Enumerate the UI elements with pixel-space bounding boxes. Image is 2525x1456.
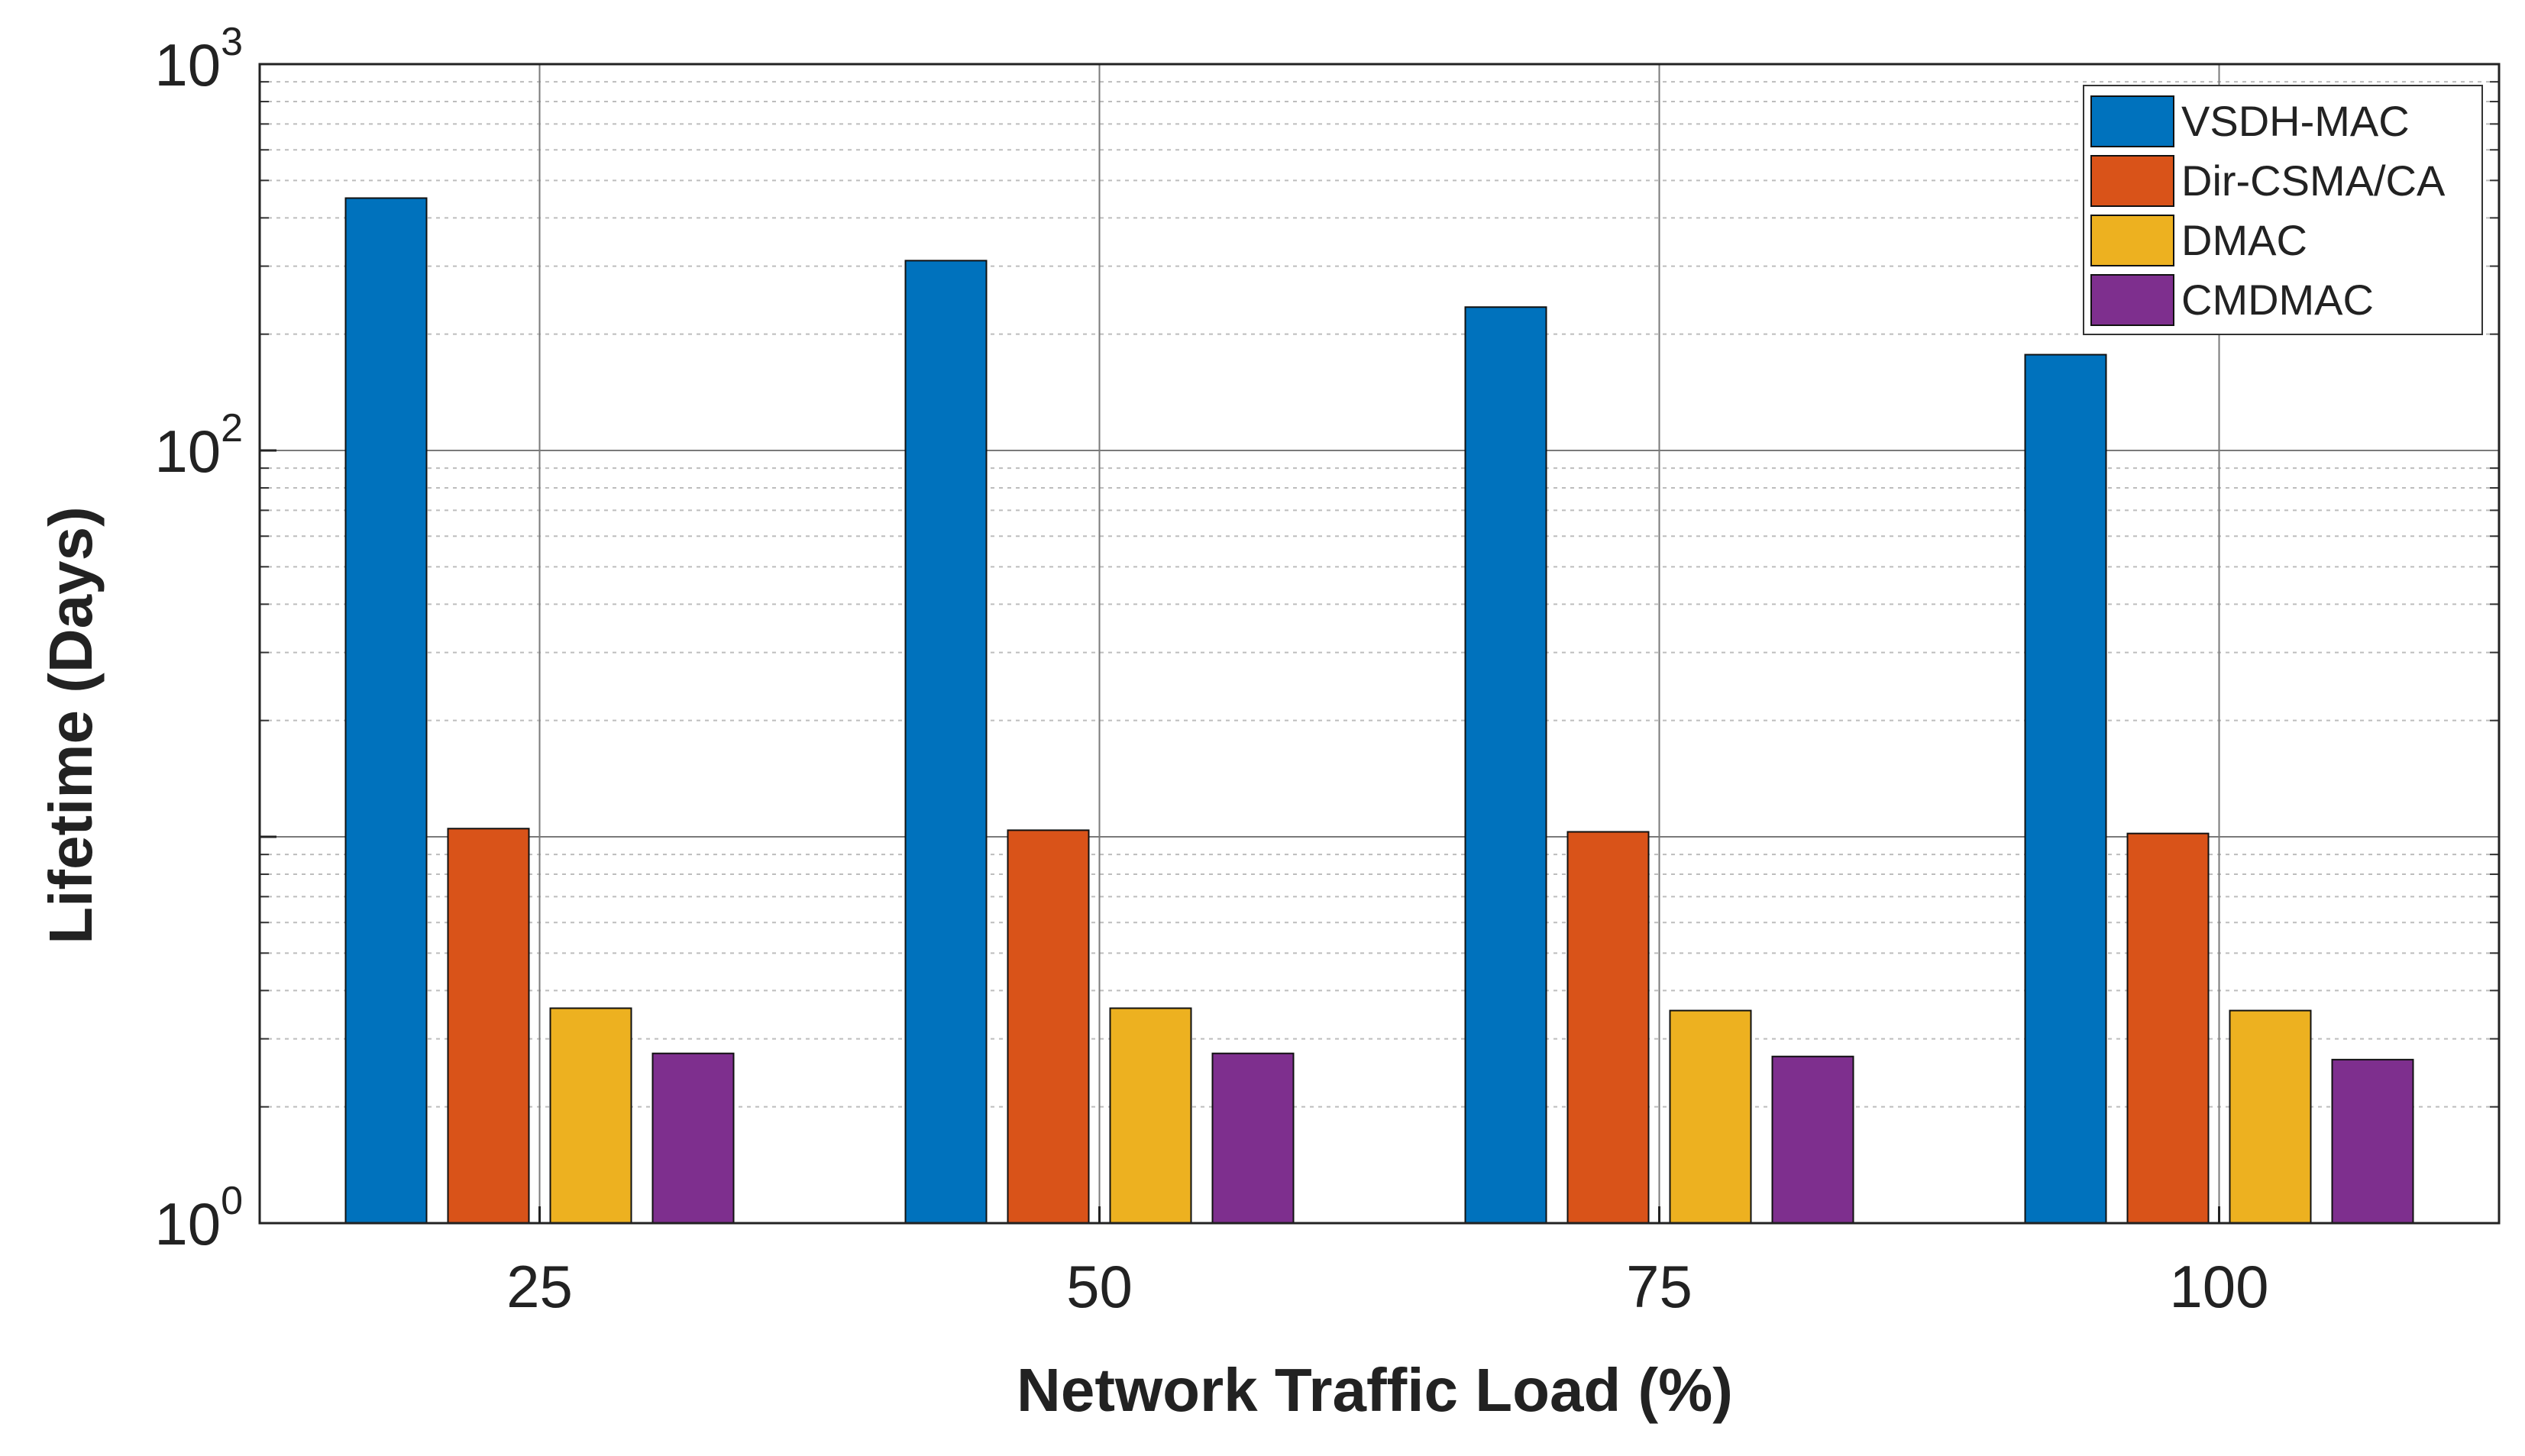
x-tick-label: 50 [1066, 1253, 1133, 1320]
x-axis-title: Network Traffic Load (%) [1017, 1356, 1733, 1424]
bar [2126, 832, 2210, 1224]
bar [651, 1052, 735, 1224]
axes-layer [258, 63, 2501, 1225]
bar [2331, 1058, 2414, 1225]
bar [1566, 831, 1650, 1224]
tick-labels-layer: 100 102 103 25 50 75 100 [154, 20, 2268, 1320]
legend-label: Dir-CSMA/CA [2181, 157, 2446, 205]
bar [2024, 354, 2107, 1224]
legend-swatch [2090, 155, 2174, 207]
bar [904, 260, 988, 1224]
x-tick-label: 75 [1626, 1253, 1692, 1320]
y-tick-label: 102 [154, 406, 243, 485]
bar [447, 828, 530, 1224]
legend-swatch [2090, 215, 2174, 266]
axes-box [258, 63, 2501, 1225]
bar [1669, 1009, 1752, 1225]
legend-label: CMDMAC [2181, 276, 2374, 324]
grid-layer [260, 64, 2499, 1223]
x-tick-label: 25 [506, 1253, 573, 1320]
bar [2229, 1009, 2312, 1225]
bar [1771, 1055, 1854, 1225]
bars-layer [344, 197, 2414, 1225]
y-tick-label: 100 [154, 1179, 243, 1257]
legend-label: VSDH-MAC [2181, 97, 2410, 145]
x-tick-label: 100 [2169, 1253, 2268, 1320]
legend: VSDH-MAC Dir-CSMA/CA DMAC CMDMAC [2083, 85, 2483, 335]
bar [1464, 306, 1547, 1225]
bar [1211, 1052, 1295, 1224]
legend-label: DMAC [2181, 216, 2307, 264]
bar [344, 197, 428, 1224]
bar [1007, 829, 1090, 1224]
bar [549, 1007, 632, 1225]
legend-swatch [2090, 274, 2174, 326]
y-tick-label: 103 [154, 20, 243, 98]
legend-swatch [2090, 95, 2174, 147]
y-axis-title: Lifetime (Days) [37, 506, 105, 944]
bar [1109, 1007, 1192, 1225]
